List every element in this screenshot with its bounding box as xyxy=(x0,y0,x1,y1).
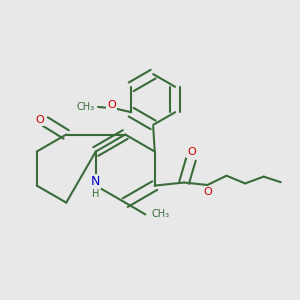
Text: H: H xyxy=(92,189,99,199)
Text: O: O xyxy=(35,115,44,125)
Text: CH₃: CH₃ xyxy=(76,102,94,112)
Text: O: O xyxy=(187,148,196,158)
Text: N: N xyxy=(91,176,101,188)
Text: O: O xyxy=(204,187,212,196)
Text: O: O xyxy=(107,100,116,110)
Text: CH₃: CH₃ xyxy=(152,209,170,219)
